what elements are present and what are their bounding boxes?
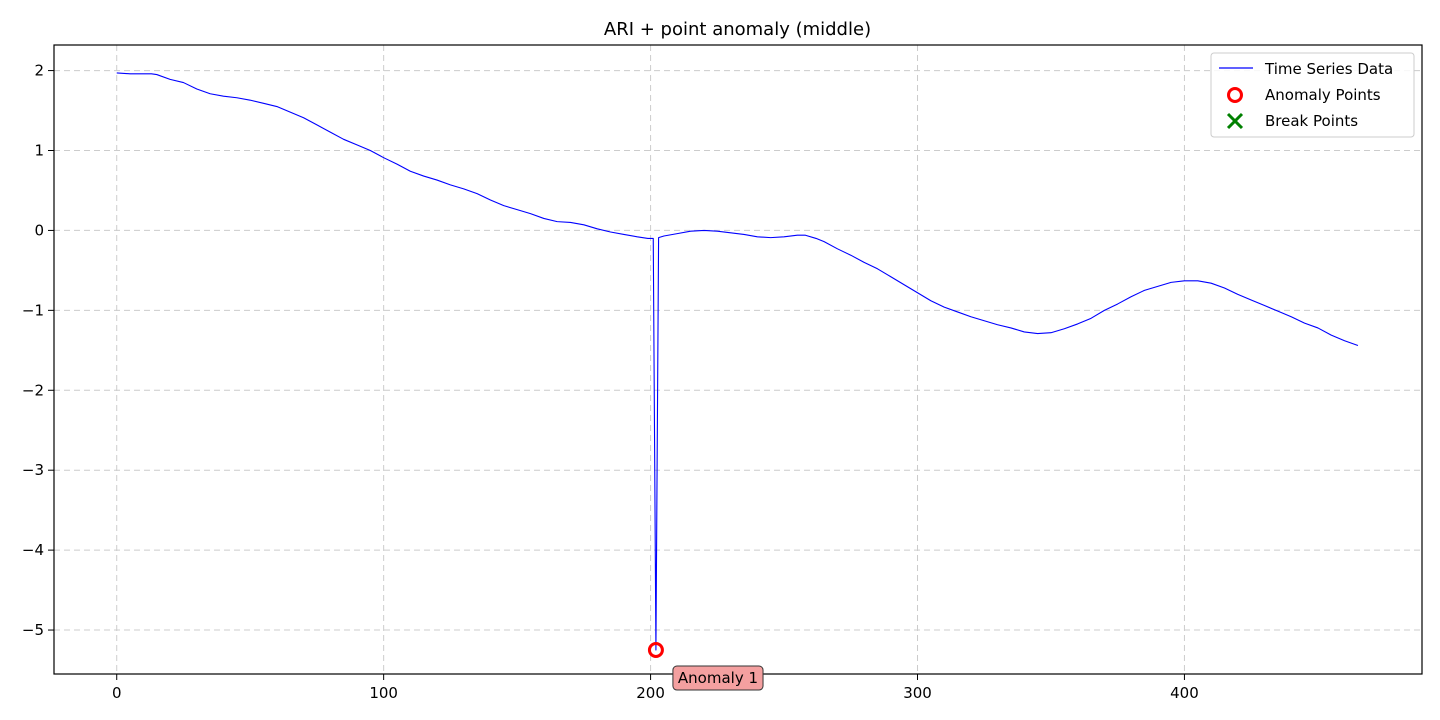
legend-x-marker [1226, 112, 1244, 130]
anomaly-annotation: Anomaly 1 [672, 665, 764, 691]
x-tick-label: 400 [1170, 684, 1199, 702]
y-tick-label: −2 [22, 381, 44, 399]
y-tick-label: −4 [22, 541, 44, 559]
chart-title: ARI + point anomaly (middle) [604, 19, 871, 40]
anomaly-label-box [672, 665, 764, 691]
legend-circle-marker [1227, 87, 1243, 103]
series-line [116, 72, 1359, 651]
series-layer [116, 72, 1359, 651]
legend: Time Series Data Anomaly Points Break Poin… [1210, 52, 1415, 138]
grid [54, 45, 1422, 674]
y-tick-label: −3 [22, 461, 44, 479]
legend-label: Time Series Data [1264, 60, 1393, 78]
x-tick-label: 300 [903, 684, 932, 702]
x-tick-label: 0 [112, 684, 122, 702]
anomaly-marker [647, 642, 664, 659]
y-tick-label: −1 [22, 301, 44, 319]
legend-x-stroke [1226, 112, 1244, 130]
y-tick-label: 2 [34, 62, 44, 80]
y-tick-label: 0 [34, 221, 44, 239]
legend-box [1210, 52, 1415, 138]
y-tick-label: 1 [34, 141, 44, 159]
legend-label: Break Points [1265, 112, 1358, 130]
anomaly-layer: Anomaly 1 [647, 642, 764, 691]
x-tick-label: 100 [369, 684, 398, 702]
legend-label: Anomaly Points [1265, 86, 1381, 104]
x-tick-label: 200 [636, 684, 665, 702]
anomaly-label: Anomaly 1 [678, 669, 758, 687]
y-tick-label: −5 [22, 621, 44, 639]
